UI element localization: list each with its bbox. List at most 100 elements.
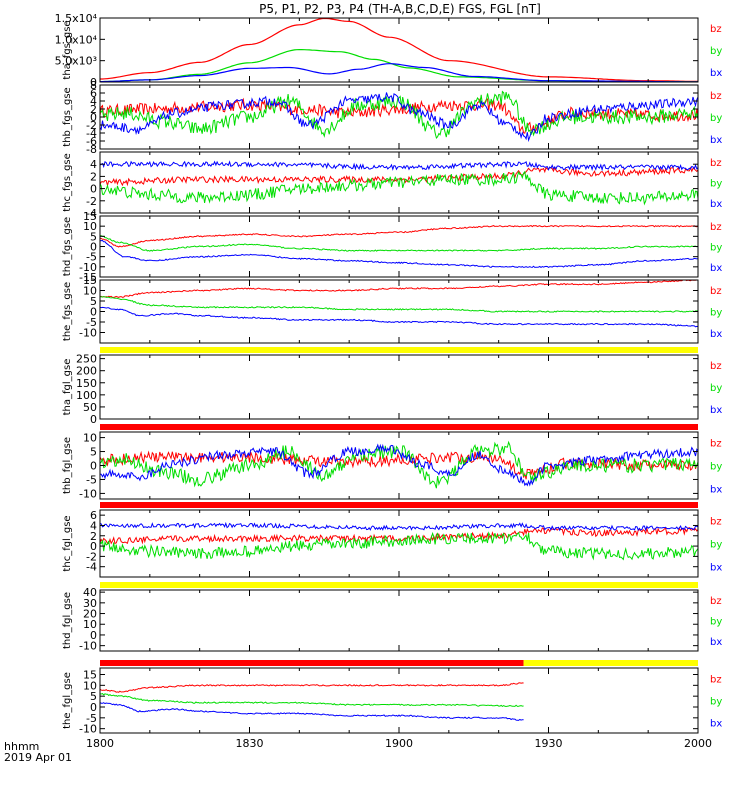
ytick-label: 0 — [90, 241, 97, 254]
xtick-label: 1900 — [385, 737, 413, 750]
ytick-label: -10 — [79, 640, 97, 653]
ytick-label: -2 — [86, 550, 97, 563]
legend-by: by — [710, 540, 722, 551]
ytick-label: 250 — [76, 353, 97, 366]
legend-bx: bx — [710, 263, 722, 274]
panel-ylabel: tha_fgs_gse — [62, 20, 73, 79]
ytick-label: 2 — [90, 103, 97, 116]
ytick-label: 20 — [83, 608, 97, 621]
legend-by: by — [710, 113, 722, 124]
ytick-label: 15 — [83, 274, 97, 287]
legend-by: by — [710, 308, 722, 319]
ytick-label: 15 — [83, 669, 97, 682]
ytick-label: -5 — [86, 251, 97, 264]
ytick-label: 0 — [90, 111, 97, 124]
panel-frame — [99, 17, 699, 83]
xtick-label: 1930 — [535, 737, 563, 750]
series-line-by — [99, 693, 524, 708]
flag-bar-yellow — [100, 582, 698, 588]
panel-frame — [99, 84, 699, 150]
ytick-label: 8 — [90, 79, 97, 92]
legend-by: by — [710, 383, 722, 394]
legend-bz: bz — [710, 361, 722, 372]
ytick-label: 1.5x10⁴ — [55, 12, 98, 25]
legend-by: by — [710, 243, 722, 254]
flag-bar-red — [100, 660, 524, 666]
flag-bar-yellow — [100, 347, 698, 353]
series-line-bz — [99, 527, 699, 545]
series-line-bx — [99, 160, 699, 172]
ytick-label: 50 — [83, 401, 97, 414]
legend-by: by — [710, 46, 722, 57]
ytick-label: 4 — [90, 95, 97, 108]
ytick-label: -4 — [86, 127, 97, 140]
panel-frame — [99, 667, 699, 734]
legend-bx: bx — [710, 329, 722, 340]
ytick-label: -10 — [79, 327, 97, 340]
xtick-label: 2000 — [684, 737, 712, 750]
series-line-bz — [99, 450, 699, 480]
ytick-label: 0 — [90, 629, 97, 642]
ytick-label: 40 — [83, 586, 97, 599]
series-line-by — [99, 440, 699, 489]
ytick-label: 10 — [83, 679, 97, 692]
ytick-label: 30 — [83, 597, 97, 610]
series-line-bx — [99, 306, 699, 328]
series-line-bz — [100, 17, 698, 82]
ytick-label: -4 — [86, 561, 97, 574]
series-line-by — [99, 170, 699, 206]
legend-bx: bx — [710, 484, 722, 495]
series-line-bx — [99, 92, 699, 143]
legend-bz: bz — [710, 674, 722, 685]
ytick-label: -10 — [79, 261, 97, 274]
legend-bz: bz — [710, 158, 722, 169]
ytick-label: 2 — [90, 170, 97, 183]
xtick-label: 1830 — [236, 737, 264, 750]
ytick-label: 0 — [90, 540, 97, 553]
panel-ylabel: thd_fgs_gse — [62, 217, 73, 276]
series-line-by — [99, 90, 699, 140]
ytick-label: 0 — [90, 701, 97, 714]
ytick-label: 2 — [90, 530, 97, 543]
ytick-label: -6 — [86, 135, 97, 148]
legend-bz: bz — [710, 222, 722, 233]
plot-title: P5, P1, P2, P3, P4 (TH-A,B,C,D,E) FGS, F… — [259, 2, 541, 16]
ytick-label: -8 — [86, 143, 97, 156]
ytick-label: 10 — [83, 285, 97, 298]
panel-ylabel: thd_fgl_gse — [62, 592, 73, 649]
flag-bar-red — [100, 502, 698, 508]
legend-by: by — [710, 462, 722, 473]
legend-bz: bz — [710, 517, 722, 528]
legend-bx: bx — [710, 562, 722, 573]
ytick-label: 0 — [90, 306, 97, 319]
ytick-label: 200 — [76, 365, 97, 378]
ytick-label: 5.0x10³ — [55, 55, 97, 68]
panel-ylabel: the_fgl_gse — [62, 672, 73, 729]
legend-bz: bz — [710, 24, 722, 35]
ytick-label: 0 — [90, 413, 97, 426]
ytick-label: -10 — [79, 723, 97, 736]
legend-bz: bz — [710, 596, 722, 607]
panel-ylabel: thc_fgl_gse — [62, 515, 73, 571]
time-unit-label: hhmm — [4, 740, 39, 753]
ytick-label: 10 — [83, 220, 97, 233]
ytick-label: -2 — [86, 195, 97, 208]
legend-by: by — [710, 617, 722, 628]
legend-bz: bz — [710, 286, 722, 297]
series-line-by — [99, 531, 699, 561]
ytick-label: -10 — [79, 487, 97, 500]
flag-bar-red — [100, 424, 698, 430]
ytick-label: -2 — [86, 119, 97, 132]
ytick-label: 6 — [90, 87, 97, 100]
legend-bx: bx — [710, 637, 722, 648]
ytick-label: 10 — [83, 432, 97, 445]
series-line-bx — [99, 239, 699, 269]
